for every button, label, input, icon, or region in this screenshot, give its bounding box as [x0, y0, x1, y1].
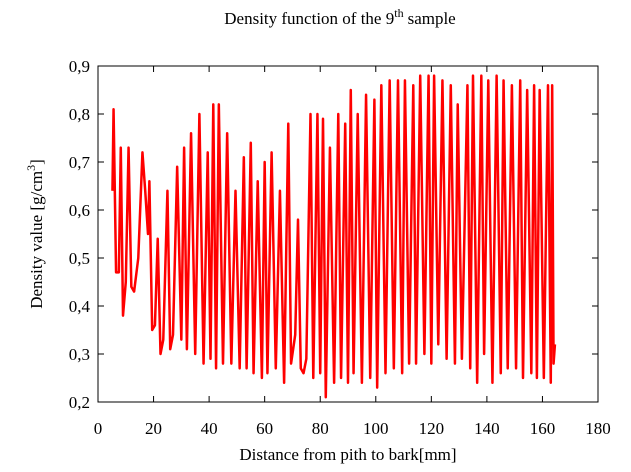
x-tick-label: 60 — [256, 419, 273, 438]
y-tick-label: 0,6 — [69, 201, 90, 220]
x-tick-label: 120 — [419, 419, 445, 438]
plot-frame — [97, 65, 599, 403]
ylabel-superscript: 3 — [24, 165, 38, 171]
title-end: sample — [408, 9, 456, 28]
y-tick-label: 0,2 — [69, 393, 90, 412]
ylabel-text: Density value [g/cm — [27, 171, 46, 309]
y-tick-label: 0,4 — [69, 297, 91, 316]
density-line — [111, 74, 557, 399]
y-tick-label: 0,3 — [69, 345, 90, 364]
x-axis-label: Distance from pith to bark[mm] — [239, 445, 456, 464]
y-tick-label: 0,5 — [69, 249, 90, 268]
x-tick-label: 80 — [312, 419, 329, 438]
x-tick-label: 20 — [145, 419, 162, 438]
x-tick-label: 160 — [530, 419, 556, 438]
x-tick-label: 0 — [94, 419, 103, 438]
y-tick-label: 0,9 — [69, 57, 90, 76]
title-text: Density function of the 9 — [224, 9, 394, 28]
x-tick-label: 140 — [474, 419, 500, 438]
x-tick-label: 100 — [363, 419, 389, 438]
x-tick-label: 40 — [201, 419, 218, 438]
chart-title: Density function of the 9th sample — [224, 6, 455, 28]
ylabel-end: ] — [27, 159, 46, 165]
title-superscript: th — [394, 6, 403, 20]
y-tick-label: 0,7 — [69, 153, 91, 172]
y-tick-label: 0,8 — [69, 105, 90, 124]
y-axis-label: Density value [g/cm3] — [24, 159, 46, 309]
x-tick-label: 180 — [585, 419, 611, 438]
